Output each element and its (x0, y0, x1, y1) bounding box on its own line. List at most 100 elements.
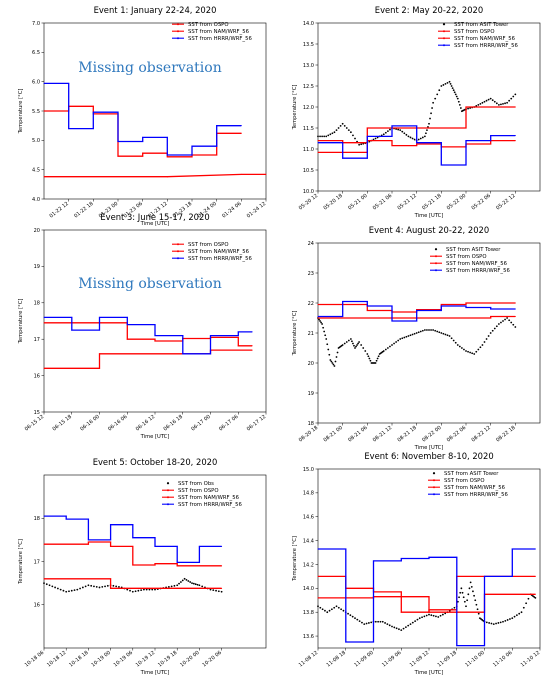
y-tick-label: 13.6 (303, 634, 314, 640)
step-point (440, 127, 442, 129)
data-point (418, 617, 421, 620)
data-point (411, 137, 414, 140)
data-point (393, 626, 396, 629)
legend-marker-dot (443, 30, 445, 33)
x-tick-label: 06-16 06 (107, 414, 128, 433)
y-tick-label: 12.5 (303, 84, 314, 90)
y-tick-label: 14.4 (303, 538, 314, 544)
y-tick-label: 16 (34, 603, 40, 609)
data-point (485, 99, 488, 102)
data-point (397, 128, 400, 131)
legend-label: SST from NAM/WRF_56 (178, 495, 240, 501)
step-point (465, 302, 467, 304)
legend-marker-dot (433, 479, 435, 482)
data-point (332, 363, 335, 366)
step-point (514, 140, 516, 142)
data-point (465, 605, 467, 608)
step-point (342, 140, 344, 142)
step-point (342, 301, 344, 302)
data-point (481, 101, 484, 104)
data-point (407, 624, 410, 627)
data-point (518, 612, 521, 615)
data-point (143, 588, 145, 591)
step-point (400, 558, 402, 559)
y-tick-label: 23 (308, 271, 314, 277)
step-point (373, 641, 374, 643)
data-point (504, 318, 506, 321)
y-tick-label: 4.0 (32, 197, 40, 203)
data-point (416, 618, 419, 621)
data-point (471, 352, 474, 355)
data-point (320, 321, 322, 324)
data-point (129, 589, 131, 592)
step-point (534, 593, 536, 595)
data-point (354, 617, 356, 620)
data-point (189, 581, 192, 583)
step-point (166, 176, 168, 178)
data-point (500, 103, 502, 106)
data-point (509, 618, 511, 620)
step-point (342, 157, 344, 159)
chart-title: Event 6: November 8-10, 2020 (364, 451, 493, 461)
data-point (178, 582, 180, 585)
data-point (191, 582, 193, 585)
data-point (328, 609, 331, 612)
step-point (198, 545, 200, 547)
x-axis-label: Time [UTC] (140, 221, 170, 227)
x-tick-label: 11-10 00 (464, 650, 485, 669)
data-point (327, 134, 330, 137)
step-point (110, 587, 112, 589)
data-point (407, 335, 410, 337)
data-point (404, 626, 407, 629)
x-tick-label: 06-16 12 (135, 414, 156, 433)
data-point (444, 83, 447, 85)
step-point (191, 145, 193, 147)
data-point (401, 337, 404, 340)
step-point (428, 558, 430, 559)
data-point (352, 342, 354, 345)
data-point (180, 581, 182, 583)
legend-marker (166, 482, 170, 485)
data-point (456, 344, 459, 346)
data-point (367, 622, 370, 624)
data-point (432, 614, 435, 617)
step-point (465, 307, 467, 308)
data-point (488, 622, 491, 624)
data-point (79, 587, 81, 590)
data-point (407, 135, 410, 138)
x-tick-label: 05-20 12 (298, 193, 319, 212)
legend-marker-dot (177, 37, 179, 40)
y-tick-label: 19 (308, 391, 314, 397)
legend-label: SST from HRRR/WRF_56 (188, 256, 252, 262)
data-point (349, 131, 352, 134)
step-point (154, 324, 156, 326)
data-point (145, 588, 148, 591)
x-tick-label: 08-20 18 (298, 425, 319, 444)
chart-title: Event 1: January 22-24, 2020 (94, 5, 217, 15)
data-point (384, 348, 387, 351)
data-point (460, 587, 463, 590)
step-point (366, 127, 368, 129)
legend-label: SST from NAM/WRF_56 (188, 249, 250, 255)
data-point (502, 102, 504, 105)
data-point (495, 622, 497, 625)
data-point (331, 362, 334, 364)
y-tick-label: 14.2 (303, 562, 314, 568)
step-point (317, 575, 319, 577)
data-point (504, 619, 507, 622)
legend-marker-dot (443, 37, 445, 40)
data-point (513, 615, 516, 618)
step-point (366, 317, 368, 319)
step-point (440, 305, 442, 307)
x-tick-label: 10-18 06 (24, 650, 45, 669)
data-point (450, 337, 453, 340)
step-point (210, 353, 211, 355)
data-point (436, 330, 439, 333)
data-point (215, 589, 217, 592)
data-point (459, 107, 462, 109)
data-point (428, 613, 430, 616)
step-point (456, 645, 458, 647)
data-point (413, 332, 416, 335)
